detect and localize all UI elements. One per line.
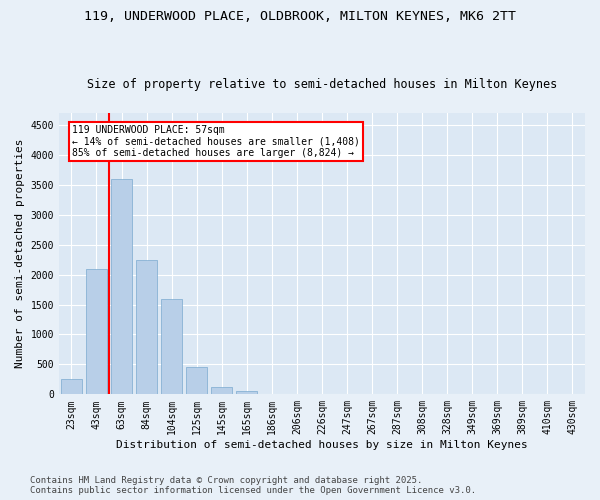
X-axis label: Distribution of semi-detached houses by size in Milton Keynes: Distribution of semi-detached houses by … — [116, 440, 528, 450]
Text: 119 UNDERWOOD PLACE: 57sqm
← 14% of semi-detached houses are smaller (1,408)
85%: 119 UNDERWOOD PLACE: 57sqm ← 14% of semi… — [72, 125, 360, 158]
Bar — [236, 392, 257, 394]
Bar — [186, 368, 208, 394]
Text: Contains HM Land Registry data © Crown copyright and database right 2025.
Contai: Contains HM Land Registry data © Crown c… — [30, 476, 476, 495]
Bar — [86, 268, 107, 394]
Title: Size of property relative to semi-detached houses in Milton Keynes: Size of property relative to semi-detach… — [87, 78, 557, 91]
Bar — [211, 387, 232, 394]
Bar — [111, 179, 132, 394]
Bar — [161, 298, 182, 394]
Text: 119, UNDERWOOD PLACE, OLDBROOK, MILTON KEYNES, MK6 2TT: 119, UNDERWOOD PLACE, OLDBROOK, MILTON K… — [84, 10, 516, 23]
Bar — [136, 260, 157, 394]
Y-axis label: Number of semi-detached properties: Number of semi-detached properties — [15, 139, 25, 368]
Bar — [61, 380, 82, 394]
